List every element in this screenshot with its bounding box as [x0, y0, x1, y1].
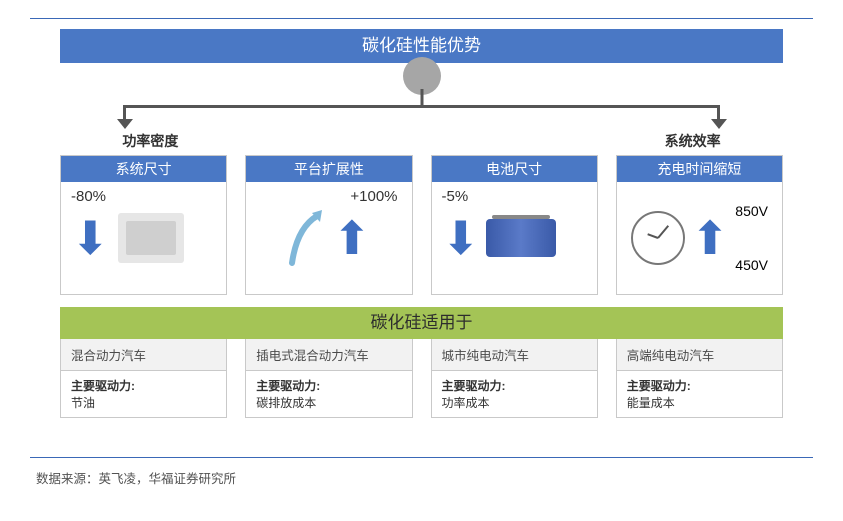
card-battery-size: 电池尺寸 -5% ⬇ [431, 155, 598, 295]
app-type: 插电式混合动力汽车 [246, 339, 411, 371]
card-head: 平台扩展性 [246, 156, 411, 182]
app-cell: 插电式混合动力汽车 主要驱动力: 碳排放成本 [245, 339, 412, 418]
connector-lines [60, 63, 783, 131]
card-body: ⬆ 850V 450V [617, 182, 782, 294]
connector-arrow-right [711, 119, 727, 129]
driver-label: 主要驱动力: [627, 377, 772, 394]
diagram-frame: 碳化硅性能优势 功率密度 系统效率 系统尺寸 -80% ⬇ 平台扩展性 +100… [30, 18, 813, 458]
card-system-size: 系统尺寸 -80% ⬇ [60, 155, 227, 295]
column-top-labels: 功率密度 系统效率 [60, 131, 783, 151]
arrow-up-icon: ⬆ [691, 215, 730, 261]
card-body: +100% ⬆ [246, 182, 411, 294]
arrow-up-icon: ⬆ [333, 215, 372, 261]
connector-arrow-left [117, 119, 133, 129]
app-cell: 高端纯电动汽车 主要驱动力: 能量成本 [616, 339, 783, 418]
swoosh-icon [287, 208, 327, 268]
card-head: 电池尺寸 [432, 156, 597, 182]
app-cell: 城市纯电动汽车 主要驱动力: 功率成本 [431, 339, 598, 418]
cards-row: 系统尺寸 -80% ⬇ 平台扩展性 +100% ⬆ 电池尺寸 -5% ⬇ [60, 155, 783, 295]
app-cell: 混合动力汽车 主要驱动力: 节油 [60, 339, 227, 418]
app-driver: 主要驱动力: 能量成本 [617, 371, 782, 417]
label-power-density: 功率密度 [60, 131, 241, 151]
card-value: -5% [442, 188, 469, 205]
card-value: +100% [350, 188, 397, 205]
driver-value: 碳排放成本 [256, 396, 316, 410]
voltage-low: 450V [735, 257, 768, 273]
app-driver: 主要驱动力: 功率成本 [432, 371, 597, 417]
battery-image-icon [486, 219, 556, 257]
app-type: 高端纯电动汽车 [617, 339, 782, 371]
label-blank-2 [422, 131, 603, 151]
applications-row: 混合动力汽车 主要驱动力: 节油 插电式混合动力汽车 主要驱动力: 碳排放成本 … [60, 339, 783, 418]
connector-vline [420, 89, 423, 105]
card-head: 充电时间缩短 [617, 156, 782, 182]
driver-label: 主要驱动力: [442, 377, 587, 394]
clock-icon [631, 211, 685, 265]
driver-label: 主要驱动力: [71, 377, 216, 394]
card-body: -5% ⬇ [432, 182, 597, 294]
arrow-down-icon: ⬇ [71, 215, 110, 261]
applications-title-bar: 碳化硅适用于 [60, 307, 783, 339]
module-image-icon [118, 213, 184, 263]
driver-value: 节油 [71, 396, 95, 410]
card-platform-scalability: 平台扩展性 +100% ⬆ [245, 155, 412, 295]
data-source-footer: 数据来源：英飞凌，华福证券研究所 [30, 468, 813, 487]
app-type: 城市纯电动汽车 [432, 339, 597, 371]
app-driver: 主要驱动力: 节油 [61, 371, 226, 417]
driver-value: 功率成本 [442, 396, 490, 410]
card-charge-time: 充电时间缩短 ⬆ 850V 450V [616, 155, 783, 295]
app-type: 混合动力汽车 [61, 339, 226, 371]
voltage-high: 850V [735, 203, 768, 219]
connector-hline [123, 105, 720, 108]
card-head: 系统尺寸 [61, 156, 226, 182]
label-system-efficiency: 系统效率 [602, 131, 783, 151]
voltage-labels: 850V 450V [735, 203, 768, 273]
card-value: -80% [71, 188, 106, 205]
driver-label: 主要驱动力: [256, 377, 401, 394]
card-body: -80% ⬇ [61, 182, 226, 294]
driver-value: 能量成本 [627, 396, 675, 410]
app-driver: 主要驱动力: 碳排放成本 [246, 371, 411, 417]
arrow-down-icon: ⬇ [442, 215, 481, 261]
label-blank-1 [241, 131, 422, 151]
